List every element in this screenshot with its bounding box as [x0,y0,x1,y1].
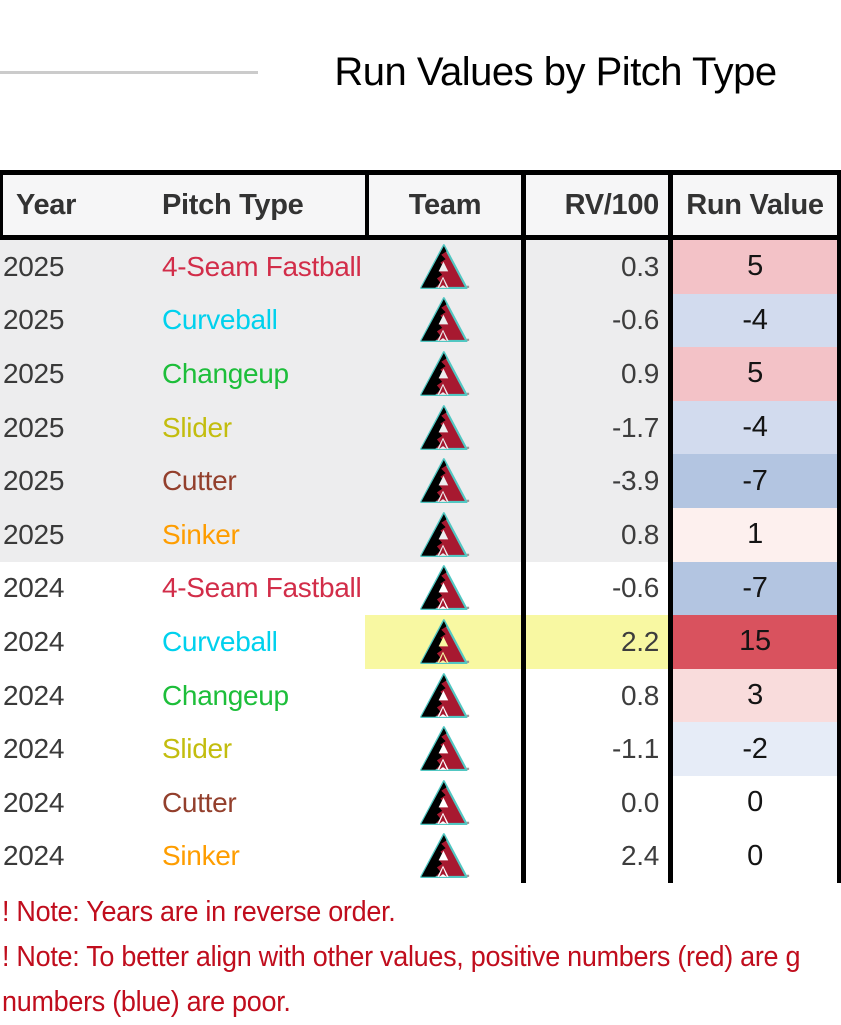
run-value-cell: -2 [668,722,841,776]
header-run-value: Run Value [668,170,841,240]
team-cell [365,615,521,669]
diamondbacks-logo-icon [420,779,470,825]
run-value-cell: 5 [668,347,841,401]
rv100-cell: -1.7 [521,400,668,455]
run-value-cell: -4 [668,400,841,455]
year-cell: 2024 [0,722,162,776]
diamondbacks-logo-icon [420,351,470,396]
page-header: Run Values by Pitch Type [0,0,841,170]
team-cell [365,400,521,455]
diamondbacks-logo-icon [420,297,470,343]
pitch-type-cell: Slider [162,400,365,455]
header-team: Team [365,170,521,240]
team-cell [365,775,521,830]
header-pitch-type: Pitch Type [162,170,365,240]
diamondbacks-logo-icon [420,511,470,557]
rv100-cell: 0.3 [521,240,668,294]
rv100-cell: 2.2 [521,615,668,669]
year-cell: 2024 [0,775,162,830]
note-line: numbers (blue) are poor. [2,986,291,1019]
team-cell [365,293,521,348]
diamondbacks-logo-icon [420,672,470,718]
year-cell: 2025 [0,240,162,294]
diamondbacks-logo-icon [420,243,470,289]
team-cell [365,507,521,562]
run-value-cell: 3 [668,668,841,723]
year-cell: 2024 [0,561,162,616]
diamondbacks-logo-icon [420,726,470,772]
diamondbacks-logo-icon [420,458,470,504]
pitch-type-cell: Sinker [162,829,365,884]
note-line: ! Note: To better align with other value… [2,941,801,974]
rv100-cell: 0.8 [521,668,668,723]
pitch-type-cell: Cutter [162,454,365,508]
diamondbacks-logo-icon [420,404,470,450]
year-cell: 2025 [0,454,162,508]
run-value-cell: 5 [668,240,841,294]
run-value-cell: -7 [668,454,841,508]
year-cell: 2025 [0,507,162,562]
notes: ! Note: Years are in reverse order. ! Not… [0,890,841,1025]
run-value-cell: 0 [668,775,841,830]
pitch-type-cell: Sinker [162,507,365,562]
run-value-cell: 1 [668,507,841,562]
header-rv100: RV/100 [521,170,668,240]
header-year: Year [0,170,162,240]
pitch-type-cell: Slider [162,722,365,776]
page-title: Run Values by Pitch Type [334,50,777,94]
diamondbacks-logo-icon [420,833,470,879]
year-cell: 2025 [0,293,162,348]
year-cell: 2024 [0,615,162,669]
rv100-cell: 2.4 [521,829,668,884]
team-cell [365,454,521,508]
pitch-type-cell: Curveball [162,615,365,669]
run-value-cell: -4 [668,293,841,348]
team-cell [365,668,521,723]
pitch-type-cell: 4-Seam Fastball [162,561,365,616]
team-cell [365,829,521,884]
run-value-cell: 15 [668,615,841,669]
year-cell: 2025 [0,400,162,455]
team-cell [365,240,521,294]
rv100-cell: 0.9 [521,347,668,401]
pitch-type-cell: Changeup [162,347,365,401]
run-value-cell: -7 [668,561,841,616]
year-cell: 2024 [0,668,162,723]
diamondbacks-logo-icon [420,619,470,664]
note-line: ! Note: Years are in reverse order. [2,896,396,929]
rv100-cell: 0.0 [521,775,668,830]
rv100-cell: -3.9 [521,454,668,508]
team-cell [365,561,521,616]
diamondbacks-logo-icon [420,565,470,611]
pitch-type-cell: Curveball [162,293,365,348]
year-cell: 2025 [0,347,162,401]
rv100-cell: -0.6 [521,561,668,616]
pitch-type-cell: 4-Seam Fastball [162,240,365,294]
run-value-cell: 0 [668,829,841,884]
decorative-rule [0,71,258,74]
year-cell: 2024 [0,829,162,884]
team-cell [365,347,521,401]
pitch-type-cell: Cutter [162,775,365,830]
pitch-type-cell: Changeup [162,668,365,723]
rv100-cell: 0.8 [521,507,668,562]
run-values-table: Year Pitch Type Team RV/100 Run Value 20… [0,170,841,884]
rv100-cell: -1.1 [521,722,668,776]
rv100-cell: -0.6 [521,293,668,348]
team-cell [365,722,521,776]
